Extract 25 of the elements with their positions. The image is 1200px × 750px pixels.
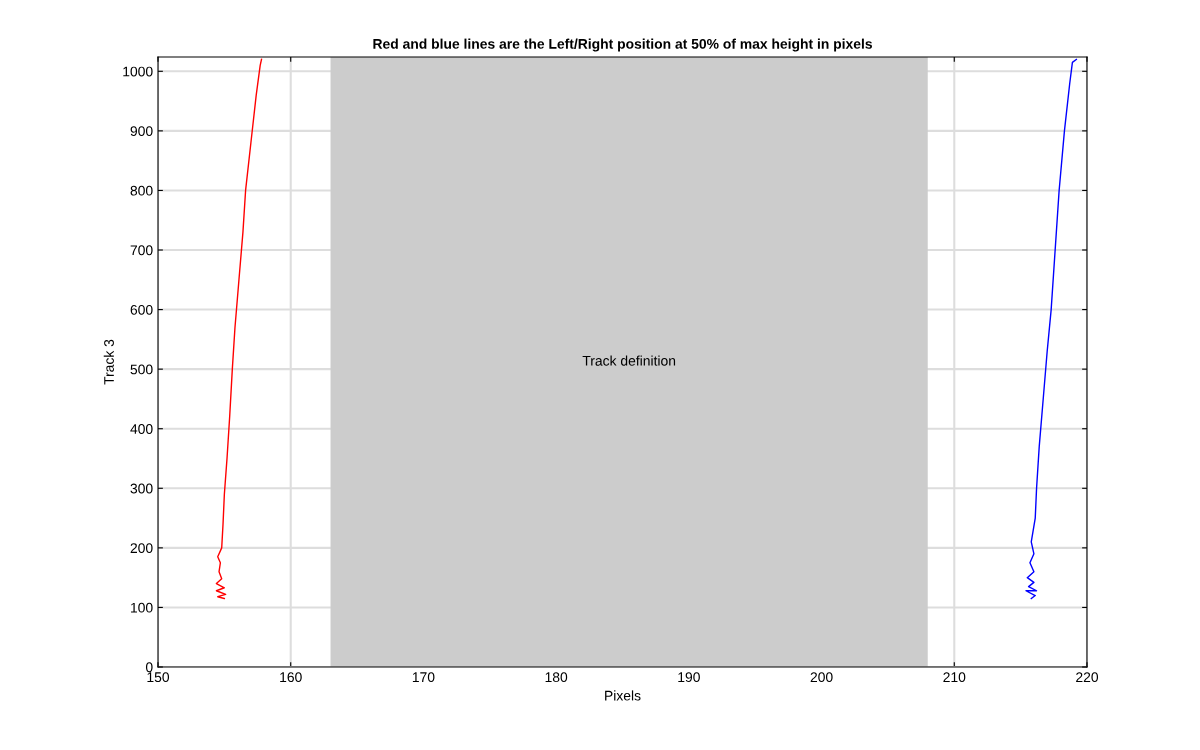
x-tick-label: 200 <box>810 672 833 683</box>
band-label: Track definition <box>582 355 676 366</box>
x-tick-label: 150 <box>147 672 170 683</box>
line-series <box>1025 58 1078 600</box>
y-tick-label: 100 <box>131 602 153 613</box>
y-tick-label: 600 <box>130 304 153 315</box>
chart-title: Red and blue lines are the Left/Right position at 50% of max height in pixels <box>373 38 872 52</box>
x-tick-label: 210 <box>943 672 966 683</box>
y-tick-label: 800 <box>130 185 153 196</box>
y-tick-label: 900 <box>130 126 153 137</box>
x-tick-label: 220 <box>1076 672 1099 683</box>
y-tick-label: 400 <box>130 424 153 434</box>
y-tick-label: 500 <box>130 364 153 375</box>
y-tick-label: 300 <box>130 483 153 494</box>
line-series <box>215 58 263 600</box>
x-tick-label: 180 <box>545 672 568 683</box>
x-axis-title: Pixels <box>605 690 641 701</box>
x-tick-label: 170 <box>412 672 435 683</box>
y-tick-label: 700 <box>130 245 153 256</box>
y-tick-label: 0 <box>145 662 153 673</box>
y-tick-label: 1000 <box>123 66 153 77</box>
y-axis-title: Track 3 <box>103 339 114 385</box>
y-tick-label: 200 <box>130 543 153 554</box>
x-tick-label: 160 <box>280 672 302 683</box>
x-tick-label: 190 <box>678 672 700 683</box>
